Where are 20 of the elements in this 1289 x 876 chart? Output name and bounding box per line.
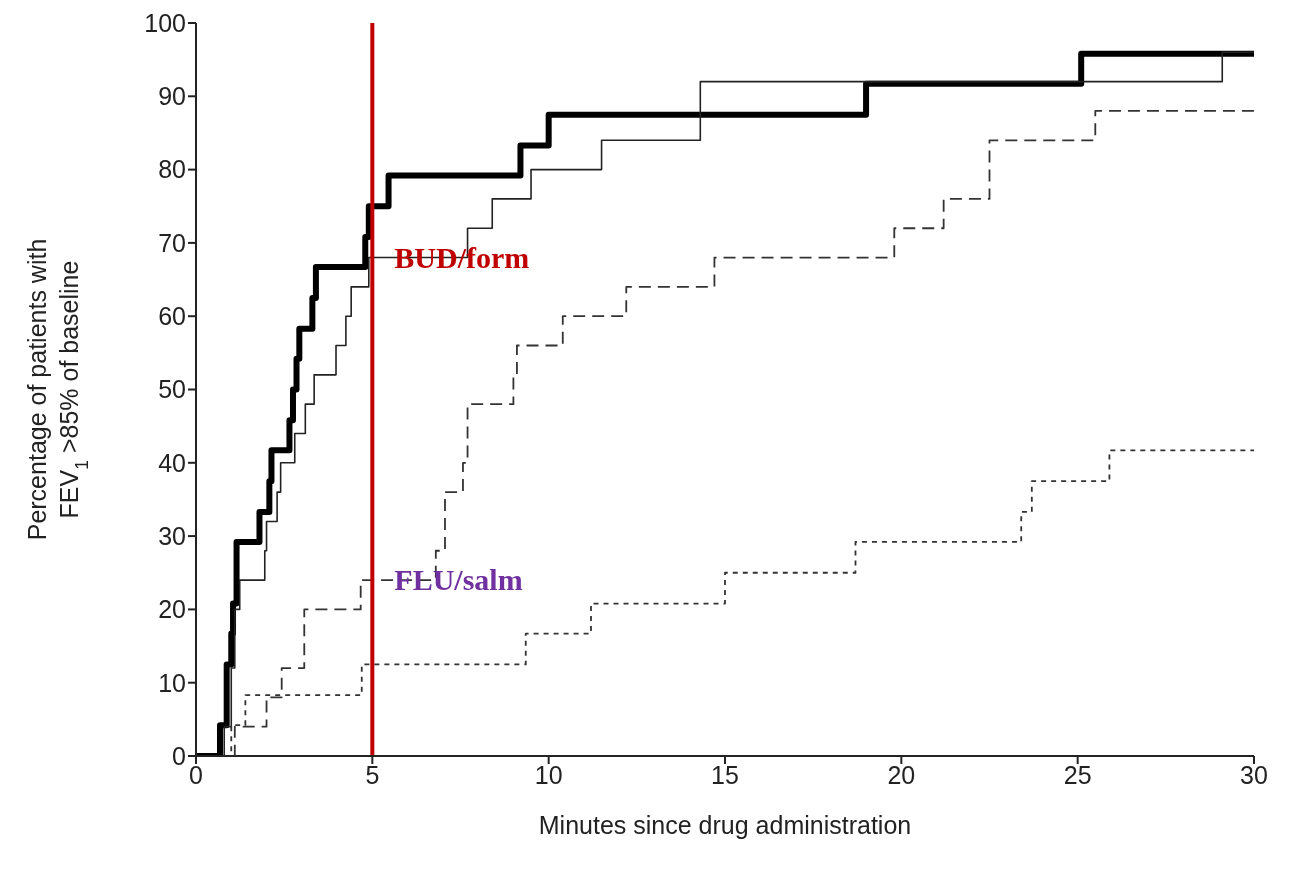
x-tick-label: 10: [534, 760, 563, 789]
x-tick-label: 20: [887, 760, 916, 789]
y-tick-label: 10: [158, 668, 186, 697]
y-tick-label: 30: [158, 521, 186, 550]
annotation: BUD/form: [394, 240, 530, 274]
x-axis-title: Minutes since drug administration: [538, 810, 912, 839]
x-tick-label: 25: [1063, 760, 1092, 789]
y-tick-label: 90: [158, 82, 186, 111]
x-tick-label: 15: [711, 760, 739, 789]
y-tick-label: 40: [158, 448, 186, 477]
y-tick-label: 100: [144, 8, 186, 37]
y-tick-label: 50: [158, 375, 186, 404]
y-tick-label: 70: [158, 228, 186, 257]
x-tick-label: 30: [1240, 760, 1268, 789]
annotation: FLU/salm: [394, 563, 523, 597]
y-tick-label: 20: [158, 595, 186, 624]
y-tick-label: 60: [158, 302, 186, 331]
x-tick-label: 5: [365, 760, 380, 789]
y-tick-label: 80: [158, 155, 186, 184]
y-tick-label: 0: [172, 741, 186, 770]
